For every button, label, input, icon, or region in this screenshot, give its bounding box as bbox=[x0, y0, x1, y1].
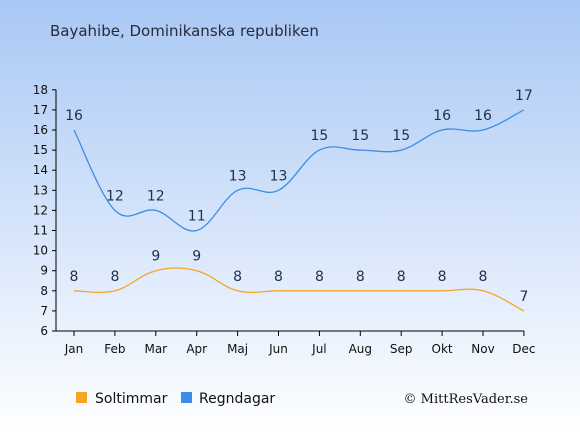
data-label-regndagar: 12 bbox=[106, 188, 124, 204]
credit-text: © MittResVader.se bbox=[404, 392, 529, 407]
x-tick-label: Maj bbox=[227, 342, 248, 356]
data-label-regndagar: 12 bbox=[147, 188, 165, 204]
data-labels: 8 8 9 9 8 8 8 8 8 8 8 7 16 12 12 11 13 13 15 15 15 16 16 17 bbox=[65, 88, 533, 305]
y-tick-label: 9 bbox=[40, 264, 48, 278]
series-lines bbox=[73, 109, 525, 312]
x-tick-label: Mar bbox=[144, 342, 167, 356]
series-line-soltimmar bbox=[73, 267, 525, 312]
x-tick-label: Jun bbox=[268, 342, 288, 356]
data-label-soltimmar: 9 bbox=[192, 249, 201, 265]
data-label-soltimmar: 8 bbox=[70, 269, 79, 285]
data-label-soltimmar: 9 bbox=[151, 249, 160, 265]
data-label-soltimmar: 8 bbox=[110, 269, 119, 285]
axes: 6 7 8 9 10 11 12 13 14 15 16 17 18 Jan Feb Mar Apr Maj Jun… bbox=[33, 83, 536, 356]
y-tick-label: 17 bbox=[33, 103, 48, 117]
legend-label-soltimmar: Soltimmar bbox=[95, 391, 168, 407]
y-tick-label: 11 bbox=[33, 224, 48, 238]
x-tick-label: Aug bbox=[349, 342, 372, 356]
data-label-regndagar: 15 bbox=[310, 128, 328, 144]
data-label-regndagar: 13 bbox=[270, 168, 288, 184]
data-label-regndagar: 15 bbox=[392, 128, 410, 144]
legend-swatch-soltimmar bbox=[76, 392, 87, 403]
data-label-soltimmar: 8 bbox=[274, 269, 283, 285]
y-tick-label: 7 bbox=[40, 304, 48, 318]
y-tick-label: 6 bbox=[40, 324, 48, 338]
series-line-regndagar bbox=[73, 109, 525, 232]
x-tick-label: Apr bbox=[186, 342, 207, 356]
x-tick-label: Nov bbox=[471, 342, 494, 356]
legend-label-regndagar: Regndagar bbox=[199, 391, 275, 407]
data-label-soltimmar: 8 bbox=[315, 269, 324, 285]
y-tick-label: 12 bbox=[33, 203, 48, 217]
x-tick-label: Feb bbox=[104, 342, 125, 356]
legend-swatch-regndagar bbox=[181, 392, 192, 403]
y-tick-label: 16 bbox=[33, 123, 48, 137]
data-label-soltimmar: 8 bbox=[356, 269, 365, 285]
x-tick-label: Sep bbox=[390, 342, 413, 356]
data-label-soltimmar: 8 bbox=[397, 269, 406, 285]
x-tick-label: Okt bbox=[432, 342, 453, 356]
y-tick-label: 18 bbox=[33, 83, 48, 97]
data-label-soltimmar: 8 bbox=[438, 269, 447, 285]
data-label-regndagar: 11 bbox=[188, 209, 206, 225]
y-tick-label: 14 bbox=[33, 163, 48, 177]
data-label-regndagar: 16 bbox=[65, 108, 83, 124]
chart-title: Bayahibe, Dominikanska republiken bbox=[50, 22, 319, 40]
data-label-soltimmar: 7 bbox=[519, 289, 528, 305]
x-tick-label: Jul bbox=[311, 342, 326, 356]
data-label-regndagar: 13 bbox=[229, 168, 247, 184]
y-tick-label: 8 bbox=[40, 284, 48, 298]
data-label-regndagar: 17 bbox=[515, 88, 533, 104]
y-tick-label: 13 bbox=[33, 183, 48, 197]
x-tick-label: Jan bbox=[64, 342, 84, 356]
x-tick-label: Dec bbox=[512, 342, 535, 356]
data-label-regndagar: 16 bbox=[474, 108, 492, 124]
y-tick-label: 10 bbox=[33, 244, 48, 258]
data-label-soltimmar: 8 bbox=[233, 269, 242, 285]
y-tick-label: 15 bbox=[33, 143, 48, 157]
data-label-regndagar: 16 bbox=[433, 108, 451, 124]
data-label-regndagar: 15 bbox=[351, 128, 369, 144]
data-label-soltimmar: 8 bbox=[479, 269, 488, 285]
